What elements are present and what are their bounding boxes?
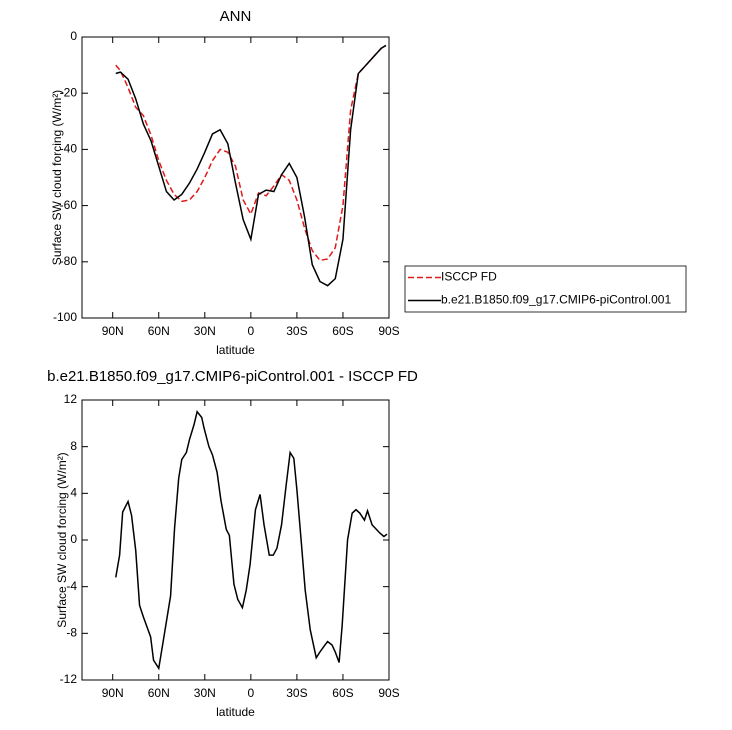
y-axis-label: Surface SW cloud forcing (W/m²): [50, 90, 64, 265]
x-tick-label: 0: [248, 324, 255, 338]
y-tick-label: -8: [66, 626, 77, 640]
data-line: [115, 44, 387, 262]
chart-title: b.e21.B1850.f09_g17.CMIP6-piControl.001 …: [47, 368, 418, 385]
chart-title: ANN: [220, 8, 252, 25]
legend-label: ISCCP FD: [441, 270, 497, 284]
plot-frame: [81, 399, 390, 681]
x-tick-label: 90N: [102, 686, 124, 700]
y-tick-label: 12: [64, 392, 78, 406]
y-tick-label: 0: [70, 29, 77, 43]
data-line: [115, 44, 387, 287]
x-tick-label: 90N: [102, 324, 124, 338]
y-tick-label: -4: [66, 579, 77, 593]
y-tick-label: 0: [70, 532, 77, 546]
y-tick-label: -100: [53, 310, 77, 324]
x-tick-label: 90S: [378, 324, 399, 338]
x-axis-label: latitude: [216, 705, 255, 719]
x-tick-label: 0: [248, 686, 255, 700]
x-tick-label: 60S: [332, 324, 353, 338]
data-line: [115, 409, 388, 671]
y-tick-label: 8: [70, 439, 77, 453]
x-tick-label: 60S: [332, 686, 353, 700]
y-tick-label: -20: [60, 85, 78, 99]
legend-label: b.e21.B1850.f09_g17.CMIP6-piControl.001: [441, 293, 671, 307]
x-tick-label: 30S: [286, 324, 307, 338]
x-axis-label: latitude: [216, 343, 255, 357]
x-tick-label: 30N: [194, 324, 216, 338]
y-tick-label: -40: [60, 142, 78, 156]
legend-box: [404, 265, 687, 313]
y-tick-label: 4: [70, 486, 77, 500]
x-tick-label: 30N: [194, 686, 216, 700]
y-tick-label: -12: [60, 672, 78, 686]
x-tick-label: 30S: [286, 686, 307, 700]
x-tick-label: 60N: [148, 324, 170, 338]
y-tick-label: -60: [60, 198, 78, 212]
y-tick-label: -80: [60, 254, 78, 268]
x-tick-label: 90S: [378, 686, 399, 700]
plot-frame: [81, 36, 390, 319]
x-tick-label: 60N: [148, 686, 170, 700]
y-axis-label: Surface SW cloud forcing (W/m²): [55, 452, 69, 627]
